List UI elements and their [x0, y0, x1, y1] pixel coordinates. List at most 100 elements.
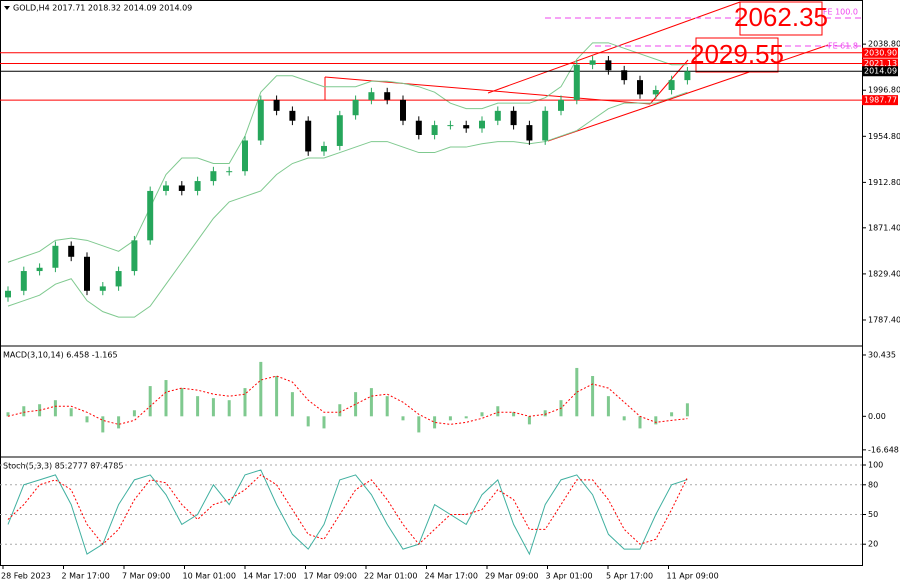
candle-body	[305, 120, 312, 152]
macd-bar	[622, 416, 626, 421]
price-annotation: 2029.55	[690, 39, 784, 69]
candle-body	[558, 99, 564, 111]
candle-body	[178, 185, 185, 191]
macd-bar	[354, 392, 358, 417]
stoch-signal	[7, 474, 688, 545]
candle-body	[352, 99, 359, 116]
candle-body	[226, 171, 233, 173]
level-box	[862, 58, 898, 69]
macd-bar	[6, 412, 10, 417]
x-tick-label: 14 Mar 17:00	[243, 572, 296, 581]
y-tick-label: 1787.40	[868, 315, 900, 324]
candle-body	[115, 271, 122, 287]
stoch-main	[7, 469, 688, 556]
macd-bar	[670, 412, 674, 417]
level-label: 2014.09	[864, 67, 897, 76]
macd-bar	[606, 396, 610, 417]
candle-body	[431, 125, 438, 135]
candle-body	[684, 71, 691, 81]
macd-bar	[148, 386, 152, 417]
macd-bar	[448, 416, 452, 421]
candle-body	[605, 60, 612, 71]
macd-bar	[338, 404, 342, 417]
candle-body	[210, 171, 217, 182]
macd-bar	[480, 412, 484, 417]
y-tick-label: -16.648	[868, 445, 899, 454]
macd-bar	[322, 416, 326, 429]
y-tick-label: 30.435	[868, 350, 896, 359]
y-tick-label: 1996.80	[868, 86, 900, 95]
macd-bar	[496, 406, 500, 417]
level-box	[862, 47, 898, 58]
macd-bar	[211, 398, 215, 417]
candle-body	[52, 245, 59, 268]
candle-body	[131, 240, 138, 272]
x-tick-label: 2 Mar 17:00	[62, 572, 110, 581]
x-tick-label: 24 Mar 17:00	[425, 572, 478, 581]
candle-body	[5, 290, 11, 298]
candle-body	[242, 140, 248, 172]
macd-bar	[164, 380, 168, 417]
candle-body	[163, 185, 169, 191]
candle-body	[400, 99, 406, 121]
price-box	[739, 1, 823, 36]
macd-bar	[401, 416, 405, 421]
band-upper	[7, 42, 688, 263]
macd-bar	[527, 416, 531, 425]
macd-bar	[69, 408, 73, 417]
macd-bar	[117, 416, 121, 429]
fe-label: FE 61.8	[828, 42, 858, 51]
level-label: 1987.77	[864, 96, 897, 105]
macd-title: MACD(3,10,14) 6.458 -1.165	[3, 351, 118, 360]
macd-bar	[53, 400, 57, 417]
y-tick-label: 1829.40	[868, 269, 900, 278]
x-tick-label: 3 Apr 01:00	[546, 572, 593, 581]
candle-body	[479, 120, 485, 129]
y-tick-label: 1954.80	[868, 132, 900, 141]
macd-bar	[180, 388, 184, 417]
x-tick-label: 17 Mar 09:00	[304, 572, 357, 581]
y-tick-label: 1871.40	[868, 223, 900, 232]
band-lower	[7, 91, 688, 318]
candle-body	[147, 190, 154, 241]
macd-bar	[227, 400, 231, 417]
y-tick-label: 1912.80	[868, 178, 900, 187]
x-tick-label: 29 Mar 09:00	[485, 572, 538, 581]
x-tick-label: 7 Mar 09:00	[122, 572, 170, 581]
candle-body	[573, 64, 580, 100]
candle-body	[68, 245, 75, 257]
candle-body	[621, 70, 628, 81]
candle-body	[368, 92, 375, 100]
chart-title: GOLD,H4 2017.71 2018.32 2014.09 2014.09	[13, 4, 192, 13]
y-tick-label: 20	[868, 540, 878, 549]
level-box	[862, 95, 898, 106]
price-annotation: 2062.35	[734, 2, 828, 32]
candle-body	[194, 181, 201, 191]
candle-body	[84, 256, 90, 291]
candle-body	[415, 120, 422, 135]
macd-bar	[85, 416, 89, 423]
candle-body	[273, 99, 280, 111]
candle-body	[257, 99, 264, 141]
y-tick-label: 0.00	[868, 412, 886, 421]
candle-body	[36, 267, 43, 272]
candle-body	[99, 286, 106, 291]
level-box	[862, 66, 898, 77]
macd-bar	[464, 416, 468, 419]
macd-bar	[22, 406, 26, 417]
candle-body	[463, 125, 470, 129]
macd-bar	[101, 416, 105, 433]
y-tick-label: 80	[868, 480, 878, 489]
macd-bar	[638, 416, 642, 429]
candle-body	[384, 92, 391, 100]
menu-icon[interactable]	[4, 6, 10, 10]
candle-body	[289, 110, 296, 121]
x-tick-label: 5 Apr 17:00	[606, 572, 653, 581]
y-tick-label: 100	[868, 461, 883, 470]
macd-signal	[7, 375, 688, 425]
channel-line	[547, 44, 829, 142]
x-tick-label: 28 Feb 2023	[1, 572, 51, 581]
y-tick-label: 2038.80	[868, 40, 900, 49]
frame	[0, 0, 863, 566]
